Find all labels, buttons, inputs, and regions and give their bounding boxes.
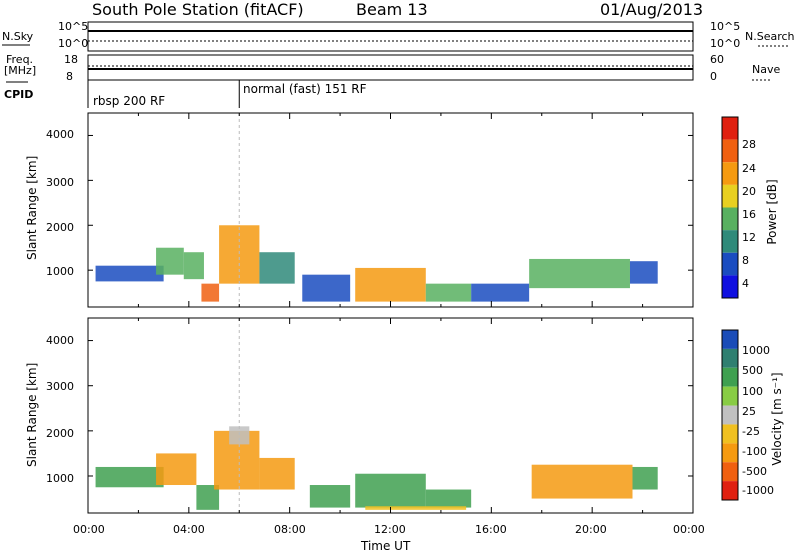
- freq-tick-bottom: 8: [66, 70, 73, 83]
- power-ytick-3000: 3000: [46, 176, 74, 189]
- velocity-cbar-cell-2: [722, 367, 738, 387]
- power-cbar-tick-4: 4: [742, 277, 749, 290]
- power-region-11: [629, 261, 658, 284]
- power-cbar-frame: [721, 116, 739, 299]
- xtick-1: 04:00: [173, 523, 205, 536]
- power-cbar-cell-3: [722, 184, 738, 208]
- velocity-cbar-cell-8: [722, 481, 738, 500]
- velocity-ytick-4000: 4000: [46, 334, 74, 347]
- freq-label-2: [MHz]: [4, 64, 37, 77]
- power-ytick-2000: 2000: [46, 221, 74, 234]
- xtick-6: 00:00: [673, 523, 705, 536]
- freq-nave-frame: [87, 54, 694, 81]
- power-cbar-tick-24: 24: [742, 162, 756, 175]
- velocity-region-10: [531, 464, 633, 499]
- xtick-2: 08:00: [274, 523, 306, 536]
- vel-cbar-tick-m100: -100: [742, 445, 767, 458]
- velocity-cbar-cell-1: [722, 348, 738, 368]
- velocity-cbar-cell-7: [722, 462, 738, 482]
- velocity-cbar-cell-6: [722, 443, 738, 463]
- power-region-7: [355, 267, 426, 302]
- freq-tick-top: 18: [64, 53, 78, 66]
- xlabel: Time UT: [361, 539, 411, 553]
- power-cbar-cell-4: [722, 207, 738, 231]
- nsearch-tick-bottom: 10^0: [710, 37, 741, 50]
- xtick-4: 16:00: [475, 523, 507, 536]
- velocity-region-4: [229, 426, 250, 445]
- power-cbar-tick-8: 8: [742, 254, 749, 267]
- xtick-0: 00:00: [73, 523, 105, 536]
- power-region-1: [156, 247, 184, 275]
- freq-label-1: Freq.: [6, 53, 34, 66]
- cpid-segment-1: rbsp 200 RF: [93, 94, 166, 108]
- station-title: South Pole Station (fitACF): [92, 0, 304, 19]
- power-region-9: [471, 283, 530, 302]
- velocity-ytick-1000: 1000: [46, 472, 74, 485]
- nsearch-label: N.Search: [745, 30, 795, 43]
- nsky-tick-bottom: 10^0: [58, 37, 89, 50]
- velocity-cbar-frame: [721, 329, 739, 501]
- velocity-region-6: [309, 485, 351, 508]
- nsearch-tick-top: 10^5: [710, 20, 741, 33]
- velocity-ytick-2000: 2000: [46, 427, 74, 440]
- power-cbar-cell-7: [722, 275, 738, 298]
- power-cbar-cell-2: [722, 162, 738, 185]
- nsky-tick-top: 10^5: [58, 20, 89, 33]
- power-cbar-cell-6: [722, 252, 738, 276]
- vel-cbar-tick-100: 100: [742, 385, 763, 398]
- power-cbar-cell-0: [722, 117, 738, 140]
- velocity-ytick-3000: 3000: [46, 380, 74, 393]
- power-region-6: [302, 274, 351, 302]
- power-region-5: [259, 252, 295, 284]
- power-cbar-tick-12: 12: [742, 231, 756, 244]
- power-cbar-cell-5: [722, 230, 738, 253]
- velocity-cbar-cell-0: [722, 330, 738, 349]
- power-cbar-tick-20: 20: [742, 185, 756, 198]
- nave-tick-top: 60: [710, 53, 724, 66]
- power-region-10: [529, 258, 630, 289]
- power-region-8: [425, 283, 472, 302]
- vel-cbar-tick-500: 500: [742, 364, 763, 377]
- power-region-2: [183, 252, 204, 280]
- vel-cbar-tick-m25: -25: [742, 425, 760, 438]
- power-cbar-cell-1: [722, 139, 738, 163]
- power-cbar-tick-28: 28: [742, 138, 756, 151]
- vel-cbar-tick-m1000: -1000: [742, 484, 774, 497]
- velocity-cbar-cell-5: [722, 424, 738, 444]
- velocity-region-0: [95, 466, 164, 488]
- power-ytick-4000: 4000: [46, 128, 74, 141]
- power-region-3: [201, 283, 220, 302]
- power-ytick-1000: 1000: [46, 265, 74, 278]
- cpid-segment-2: normal (fast) 151 RF: [243, 82, 367, 96]
- nave-tick-bottom: 0: [710, 70, 717, 83]
- power-region-0: [95, 265, 164, 282]
- velocity-region-1: [156, 453, 197, 486]
- velocity-region-11: [632, 466, 658, 490]
- xtick-3: 12:00: [374, 523, 406, 536]
- xtick-5: 20:00: [575, 523, 607, 536]
- nsky-label: N.Sky: [2, 30, 34, 43]
- vel-cbar-tick-25: 25: [742, 405, 756, 418]
- sky-search-frame: [87, 21, 694, 52]
- power-cbar-tick-16: 16: [742, 208, 756, 221]
- nave-label: Nave: [752, 63, 781, 76]
- velocity-region-2: [196, 485, 220, 510]
- velocity-region-7: [355, 473, 426, 508]
- velocity-cbar-cell-4: [722, 405, 738, 425]
- date-label: 01/Aug/2013: [600, 0, 704, 19]
- beam-label: Beam 13: [356, 0, 428, 19]
- velocity-cbar-cell-3: [722, 386, 738, 406]
- velocity-region-8: [425, 489, 472, 508]
- vel-cbar-tick-m500: -500: [742, 465, 767, 478]
- velocity-region-9: [365, 506, 467, 510]
- cpid-label: CPID: [4, 88, 34, 101]
- vel-cbar-tick-1000: 1000: [742, 344, 770, 357]
- velocity-region-5: [259, 457, 295, 490]
